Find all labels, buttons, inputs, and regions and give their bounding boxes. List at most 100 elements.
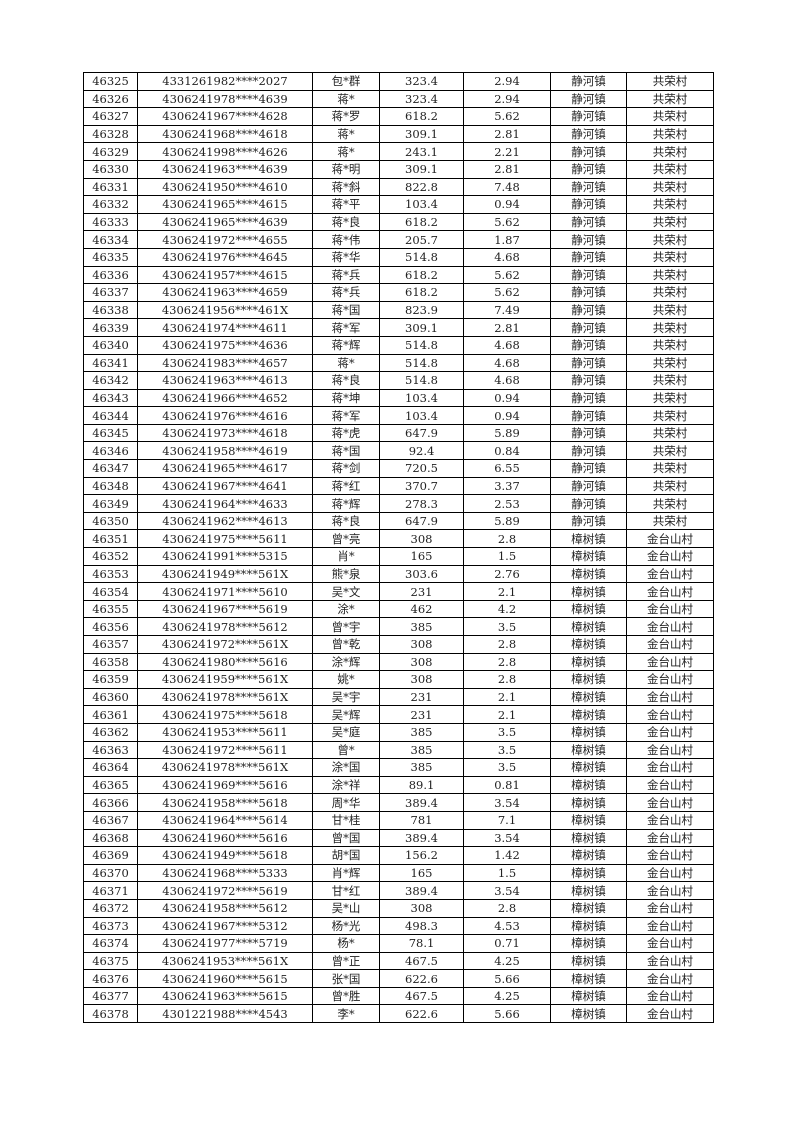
cell-village: 共荣村 — [626, 318, 714, 337]
cell-village: 金台山村 — [626, 687, 714, 707]
cell-town: 静河镇 — [550, 423, 627, 443]
cell-index: 46343 — [83, 388, 138, 408]
cell-amount: 647.9 — [379, 511, 464, 531]
table-row: 46333 4306241965****4639 蒋*良 618.2 5.62 静河镇 共荣… — [83, 212, 714, 232]
cell-village: 金台山村 — [626, 969, 714, 988]
cell-village: 金台山村 — [626, 617, 714, 636]
cell-index: 46344 — [83, 406, 138, 425]
table-row: 46360 4306241978****561X 吴*宇 231 2.1 樟树镇 金台山村 — [83, 687, 714, 707]
table-row: 46370 4306241968****5333 肖*辉 165 1.5 樟树镇 金台山村 — [83, 863, 714, 883]
cell-amount: 385 — [379, 758, 464, 777]
cell-id-number: 4306241991****5315 — [137, 547, 313, 566]
cell-area: 4.2 — [463, 599, 551, 619]
cell-town: 樟树镇 — [550, 740, 627, 760]
cell-name: 胡*国 — [312, 846, 380, 865]
cell-town: 樟树镇 — [550, 687, 627, 707]
cell-id-number: 4306241968****4618 — [137, 124, 313, 144]
cell-index: 46377 — [83, 986, 138, 1006]
cell-amount: 303.6 — [379, 564, 464, 584]
cell-town: 樟树镇 — [550, 670, 627, 689]
cell-id-number: 4306241963****4639 — [137, 159, 313, 179]
cell-village: 共荣村 — [626, 494, 714, 513]
cell-index: 46347 — [83, 459, 138, 478]
cell-index: 46359 — [83, 670, 138, 689]
cell-id-number: 4306241978****561X — [137, 758, 313, 777]
table-row: 46346 4306241958****4619 蒋*国 92.4 0.84 静河镇 共荣村 — [83, 441, 714, 461]
cell-id-number: 4306241966****4652 — [137, 388, 313, 408]
table-row: 46358 4306241980****5616 涂*辉 308 2.8 樟树镇 金台山村 — [83, 652, 714, 672]
cell-area: 7.49 — [463, 300, 551, 320]
cell-index: 46342 — [83, 371, 138, 390]
cell-name: 姚* — [312, 670, 380, 689]
cell-index: 46340 — [83, 335, 138, 355]
cell-id-number: 4306241998****4626 — [137, 142, 313, 161]
cell-area: 5.66 — [463, 969, 551, 988]
cell-index: 46358 — [83, 652, 138, 672]
table-row: 46366 4306241958****5618 周*华 389.4 3.54 樟树镇 金台… — [83, 793, 714, 812]
table-row: 46369 4306241949****5618 胡*国 156.2 1.42 樟树镇 金台… — [83, 846, 714, 865]
cell-index: 46353 — [83, 564, 138, 584]
table-row: 46351 4306241975****5611 曾*亮 308 2.8 樟树镇 金台山村 — [83, 529, 714, 549]
table-row: 46340 4306241975****4636 蒋*辉 514.8 4.68 静河镇 共荣… — [83, 335, 714, 355]
cell-area: 3.54 — [463, 881, 551, 900]
cell-amount: 385 — [379, 740, 464, 760]
cell-name: 蒋*国 — [312, 300, 380, 320]
cell-town: 静河镇 — [550, 89, 627, 109]
table-row: 46335 4306241976****4645 蒋*华 514.8 4.68 静河镇 共荣… — [83, 247, 714, 267]
cell-index: 46337 — [83, 283, 138, 302]
table-row: 46345 4306241973****4618 蒋*虎 647.9 5.89 静河镇 共荣… — [83, 423, 714, 443]
cell-index: 46378 — [83, 1004, 138, 1024]
table-row: 46349 4306241964****4633 蒋*辉 278.3 2.53 静河镇 共荣… — [83, 494, 714, 513]
cell-area: 3.5 — [463, 617, 551, 636]
cell-amount: 92.4 — [379, 441, 464, 461]
cell-amount: 308 — [379, 898, 464, 918]
cell-area: 3.5 — [463, 758, 551, 777]
cell-amount: 514.8 — [379, 335, 464, 355]
cell-amount: 309.1 — [379, 159, 464, 179]
table-row: 46352 4306241991****5315 肖* 165 1.5 樟树镇 金台山村 — [83, 547, 714, 566]
cell-id-number: 4306241965****4617 — [137, 459, 313, 478]
cell-index: 46348 — [83, 476, 138, 496]
cell-name: 蒋*兵 — [312, 283, 380, 302]
cell-index: 46374 — [83, 934, 138, 953]
cell-index: 46336 — [83, 265, 138, 285]
cell-name: 曾*正 — [312, 951, 380, 971]
cell-village: 共荣村 — [626, 72, 714, 91]
cell-village: 共荣村 — [626, 353, 714, 373]
cell-town: 静河镇 — [550, 511, 627, 531]
cell-amount: 323.4 — [379, 72, 464, 91]
cell-id-number: 4306241953****5611 — [137, 722, 313, 742]
table-body: 46325 4331261982****2027 包*群 323.4 2.94 静河镇 共荣… — [83, 72, 714, 1024]
table-row: 46368 4306241960****5616 曾*国 389.4 3.54 樟树镇 金台… — [83, 828, 714, 848]
cell-area: 2.8 — [463, 529, 551, 549]
cell-index: 46371 — [83, 881, 138, 900]
cell-amount: 231 — [379, 705, 464, 724]
cell-area: 0.81 — [463, 775, 551, 795]
cell-name: 蒋*剑 — [312, 459, 380, 478]
cell-village: 金台山村 — [626, 670, 714, 689]
cell-town: 樟树镇 — [550, 1004, 627, 1024]
cell-id-number: 4306241967****5619 — [137, 599, 313, 619]
cell-id-number: 4306241964****4633 — [137, 494, 313, 513]
cell-village: 金台山村 — [626, 722, 714, 742]
cell-name: 熊*泉 — [312, 564, 380, 584]
cell-id-number: 4306241974****4611 — [137, 318, 313, 337]
cell-village: 共荣村 — [626, 89, 714, 109]
table-row: 46355 4306241967****5619 涂* 462 4.2 樟树镇 金台山村 — [83, 599, 714, 619]
cell-town: 静河镇 — [550, 388, 627, 408]
cell-index: 46338 — [83, 300, 138, 320]
cell-village: 共荣村 — [626, 441, 714, 461]
cell-id-number: 4306241975****5618 — [137, 705, 313, 724]
cell-village: 金台山村 — [626, 793, 714, 812]
table-row: 46342 4306241963****4613 蒋*良 514.8 4.68 静河镇 共荣… — [83, 371, 714, 390]
cell-area: 0.84 — [463, 441, 551, 461]
cell-area: 3.37 — [463, 476, 551, 496]
cell-name: 吴*辉 — [312, 705, 380, 724]
cell-town: 樟树镇 — [550, 951, 627, 971]
cell-index: 46339 — [83, 318, 138, 337]
cell-area: 2.21 — [463, 142, 551, 161]
cell-name: 蒋* — [312, 142, 380, 161]
cell-id-number: 4306241971****5610 — [137, 582, 313, 601]
cell-village: 金台山村 — [626, 916, 714, 936]
table-row: 46326 4306241978****4639 蒋* 323.4 2.94 静河镇 共荣村 — [83, 89, 714, 109]
